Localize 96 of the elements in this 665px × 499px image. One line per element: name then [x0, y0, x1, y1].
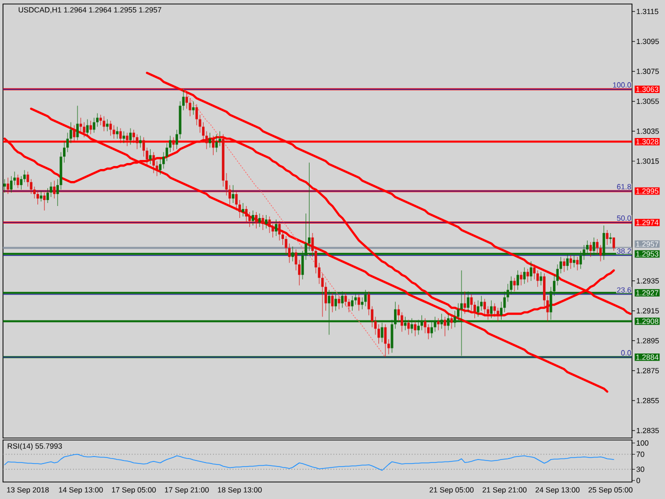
candlestick	[116, 126, 118, 139]
candlestick	[516, 270, 520, 290]
candlestick	[520, 272, 522, 286]
candlestick	[262, 214, 264, 230]
candlestick	[232, 184, 234, 204]
candlestick	[268, 216, 271, 234]
candlestick	[536, 270, 539, 288]
candlestick	[176, 129, 178, 150]
candlestick	[245, 206, 248, 223]
candlestick	[172, 136, 175, 151]
candlestick	[43, 192, 46, 211]
candlestick	[212, 135, 214, 156]
candlestick	[444, 316, 446, 336]
candlestick	[496, 308, 500, 322]
candlestick	[149, 148, 152, 164]
candlestick	[102, 116, 106, 132]
candlestick	[136, 134, 138, 150]
candlestick	[3, 178, 6, 193]
candlestick	[255, 212, 258, 229]
candlestick	[126, 132, 128, 146]
candlestick	[540, 272, 542, 286]
candlestick	[92, 117, 96, 133]
candlestick	[606, 230, 608, 246]
candlestick	[192, 101, 195, 115]
candlestick	[612, 237, 616, 252]
candlestick	[599, 244, 602, 262]
candlestick	[546, 296, 549, 322]
candlestick	[278, 220, 281, 241]
candlestick	[89, 120, 92, 134]
candlestick	[109, 120, 112, 136]
candlestick	[264, 214, 268, 229]
candlestick	[122, 130, 126, 144]
candlestick	[470, 294, 473, 312]
candlestick	[235, 190, 238, 211]
candlestick	[238, 200, 241, 218]
candlestick	[23, 170, 26, 182]
candlestick	[10, 176, 13, 193]
candlestick	[308, 162, 310, 252]
candlestick	[576, 256, 579, 271]
candlestick	[82, 122, 86, 138]
candlestick	[294, 249, 298, 271]
candlestick	[274, 219, 278, 236]
candlestick	[493, 303, 496, 318]
candlestick	[562, 258, 566, 272]
candlestick	[36, 190, 40, 205]
candlestick	[152, 152, 155, 174]
candlestick	[543, 273, 546, 307]
candlestick	[205, 130, 208, 150]
candlestick	[53, 180, 56, 199]
candlestick	[526, 268, 529, 283]
candlestick	[188, 98, 192, 116]
candlestick	[414, 321, 416, 336]
candlestick	[129, 128, 132, 145]
candlestick	[338, 296, 340, 310]
candlestick	[80, 117, 82, 133]
candlestick	[476, 300, 480, 318]
candlestick	[533, 264, 536, 280]
candlestick	[407, 320, 410, 335]
candlestick	[242, 202, 244, 217]
candlestick	[30, 178, 32, 194]
candlestick	[72, 124, 76, 142]
candlestick	[609, 232, 612, 244]
candlestick	[368, 291, 370, 316]
candlestick	[490, 300, 493, 319]
candlestick	[358, 294, 360, 312]
candlestick	[384, 324, 387, 358]
candlestick	[331, 292, 334, 313]
candlestick	[513, 278, 516, 292]
candlestick	[252, 210, 254, 226]
candlestick	[132, 129, 136, 144]
candlestick	[26, 171, 30, 187]
candlestick	[112, 124, 116, 139]
candlestick	[40, 190, 42, 202]
candlestick	[248, 212, 251, 228]
candlestick	[464, 291, 466, 314]
candlestick	[86, 118, 89, 136]
candlestick	[523, 267, 526, 284]
candlestick	[106, 118, 109, 132]
candlestick	[13, 171, 16, 186]
candlestick	[76, 106, 79, 140]
candlestick	[570, 255, 572, 270]
candlestick	[215, 134, 218, 152]
candlestick	[589, 242, 592, 258]
candlestick	[351, 296, 354, 312]
candlestick	[16, 174, 20, 188]
candlestick	[387, 338, 390, 354]
candlestick	[258, 213, 261, 228]
candlestick	[139, 135, 142, 148]
candlestick	[437, 318, 440, 330]
candlestick	[530, 261, 532, 282]
candlestick	[208, 132, 212, 148]
candlestick	[119, 128, 122, 144]
candlestick	[6, 177, 10, 194]
candlestick	[483, 298, 486, 316]
candlestick	[168, 135, 172, 152]
candlestick	[450, 315, 453, 330]
